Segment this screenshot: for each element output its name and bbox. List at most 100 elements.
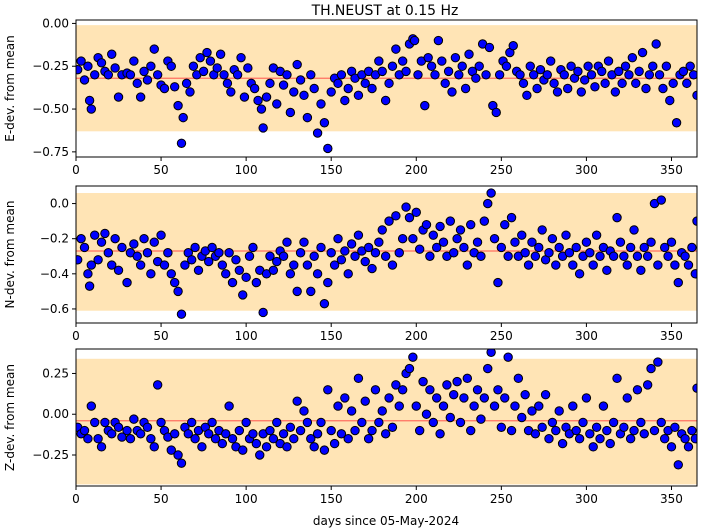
data-point (656, 195, 666, 205)
data-point (687, 242, 697, 253)
data-point (285, 422, 296, 432)
data-point (673, 460, 683, 470)
data-point (680, 434, 690, 444)
data-point (433, 35, 444, 46)
data-point (221, 269, 231, 279)
data-point (561, 230, 571, 240)
data-point (636, 265, 646, 276)
data-point (452, 376, 462, 387)
data-point (278, 429, 289, 439)
data-point (574, 269, 585, 279)
data-point (670, 422, 680, 432)
data-point (353, 230, 364, 240)
data-point (387, 422, 398, 432)
data-point (302, 417, 313, 428)
data-point (166, 445, 176, 455)
data-point (79, 75, 90, 85)
data-point (435, 221, 445, 232)
data-point (125, 434, 136, 444)
data-point (285, 107, 296, 118)
data-point (547, 417, 558, 428)
data-point (363, 434, 374, 444)
y-tick-label: 0.00 (42, 16, 69, 30)
data-point (671, 118, 682, 128)
data-point (289, 434, 299, 444)
data-point (534, 242, 544, 253)
data-point (391, 211, 401, 221)
data-point (176, 138, 187, 149)
data-point (86, 104, 97, 114)
data-point (272, 99, 282, 109)
data-point (333, 233, 343, 244)
data-point (309, 83, 319, 94)
data-point (690, 434, 697, 444)
data-point (195, 52, 205, 63)
data-point (113, 422, 124, 432)
data-point (129, 414, 139, 424)
data-point (648, 61, 658, 71)
data-point (637, 47, 648, 58)
data-point (612, 373, 622, 384)
data-point (205, 56, 216, 66)
data-point (302, 260, 313, 270)
data-point (666, 442, 677, 452)
data-point (464, 49, 474, 59)
x-tick-label: 150 (320, 329, 343, 343)
data-point (619, 251, 629, 261)
data-point (408, 233, 418, 244)
data-point (653, 357, 663, 367)
data-point (580, 75, 590, 85)
data-point (156, 417, 166, 428)
data-point (83, 434, 93, 444)
data-point (394, 248, 404, 258)
data-point (646, 237, 656, 247)
data-point (603, 56, 614, 66)
data-point (103, 248, 114, 258)
data-point (455, 417, 466, 428)
data-point (346, 239, 357, 249)
data-point (501, 61, 512, 71)
data-point (449, 389, 459, 400)
axes-frame (75, 19, 698, 158)
data-point (146, 61, 156, 71)
data-point (687, 425, 697, 436)
data-point (234, 265, 245, 276)
x-tick-label: 300 (575, 163, 598, 177)
data-point (79, 242, 90, 253)
data-point (256, 104, 267, 114)
data-point (241, 417, 251, 428)
data-point (551, 425, 561, 436)
data-point (646, 363, 656, 374)
data-point (656, 417, 666, 428)
data-point (224, 248, 234, 258)
data-point (110, 63, 120, 73)
data-point (483, 363, 493, 374)
panel-north: 0.0 −0.2 −0.4 −0.60 50 100 150 200 250 300 350 N-de… (3, 185, 698, 343)
data-point (391, 44, 401, 54)
data-point (573, 66, 583, 77)
data-point (190, 242, 200, 253)
data-point (670, 260, 680, 270)
data-point (520, 389, 530, 400)
data-point (564, 248, 575, 258)
data-point (588, 442, 598, 452)
data-point (520, 248, 530, 258)
data-point (272, 417, 282, 428)
data-point (202, 47, 212, 58)
data-point (336, 429, 347, 439)
y-tick-label: −0.75 (32, 145, 69, 159)
data-point (562, 83, 573, 94)
data-point (397, 385, 408, 395)
data-point (663, 251, 673, 261)
data-point (129, 56, 139, 66)
data-point (494, 70, 505, 80)
data-point (685, 61, 695, 71)
data-point (527, 237, 537, 247)
data-point (84, 281, 95, 291)
data-point (251, 438, 262, 449)
axes-frame (75, 185, 698, 324)
x-tick-label: 200 (405, 329, 428, 343)
data-point (149, 237, 159, 247)
data-point (690, 269, 697, 279)
